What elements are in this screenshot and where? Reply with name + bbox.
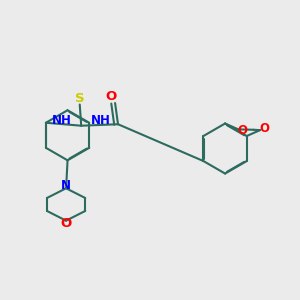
Text: NH: NH [52, 114, 72, 127]
Text: O: O [105, 90, 116, 103]
Text: NH: NH [90, 114, 110, 127]
Text: O: O [61, 217, 72, 230]
Text: N: N [61, 179, 71, 192]
Text: O: O [238, 124, 248, 137]
Text: S: S [75, 92, 85, 104]
Text: O: O [260, 122, 269, 135]
